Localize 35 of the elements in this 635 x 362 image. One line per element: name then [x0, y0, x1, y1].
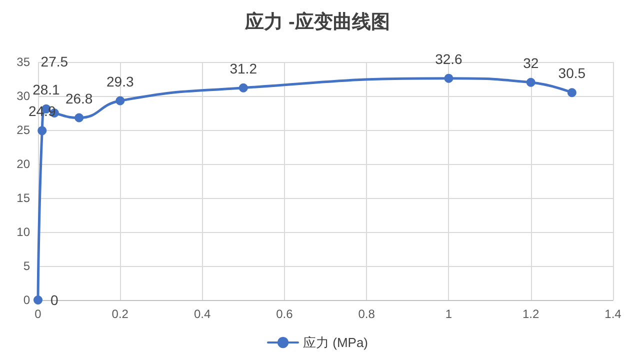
point — [38, 126, 47, 136]
x-tick-label: 0 — [34, 307, 42, 321]
data-label: 32 — [523, 54, 539, 71]
x-tick-label: 1 — [445, 307, 452, 321]
point — [567, 88, 576, 98]
data-label: 32.6 — [435, 50, 463, 67]
x-tick-label: 1.4 — [604, 307, 622, 321]
data-label: 26.8 — [65, 90, 93, 106]
point — [116, 96, 125, 106]
x-tick-label: 0.4 — [194, 307, 211, 321]
x-tick-label: 0.2 — [112, 307, 129, 321]
y-tick-label: 0 — [23, 293, 30, 307]
point — [526, 78, 536, 87]
data-label: 29.3 — [106, 73, 134, 90]
y-tick-label: 20 — [16, 157, 30, 171]
point — [238, 83, 248, 92]
point — [444, 74, 454, 83]
x-tick-label: 0.8 — [358, 307, 376, 321]
y-tick-label: 35 — [16, 55, 30, 69]
point — [74, 113, 84, 122]
legend-label: 应力 (MPa) — [303, 335, 368, 350]
y-tick-label: 10 — [16, 225, 30, 239]
data-label: 0 — [50, 292, 58, 308]
y-tick-label: 15 — [16, 191, 30, 205]
data-label: 28.1 — [32, 81, 60, 98]
point — [34, 296, 42, 304]
y-tick-label: 25 — [16, 123, 30, 137]
x-tick-label: 1.2 — [522, 307, 540, 321]
y-tick-label: 5 — [23, 259, 30, 273]
x-tick-label: 0.6 — [276, 307, 294, 321]
y-tick-label: 30 — [16, 89, 30, 103]
chart-title: 应力 -应变曲线图 — [244, 11, 390, 33]
data-label: 31.2 — [230, 60, 258, 76]
data-label: 30.5 — [558, 65, 586, 82]
data-label: 27.5 — [40, 54, 68, 70]
